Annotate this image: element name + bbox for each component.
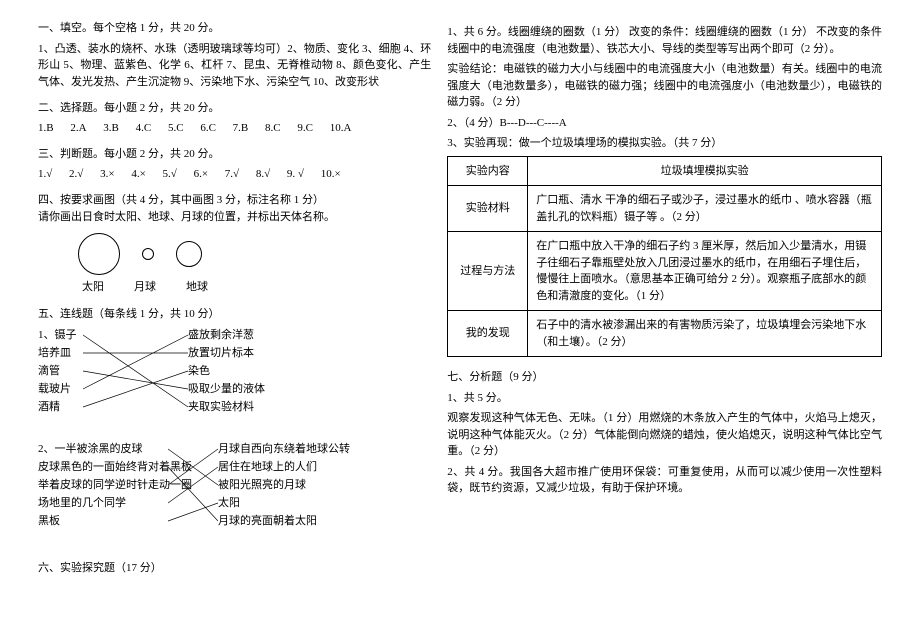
ans: 3.B [103, 120, 119, 137]
s5-title: 五、连线题（每条线 1 分，共 10 分） [38, 306, 431, 323]
section-2: 二、选择题。每小题 2 分，共 20 分。 1.B 2.A 3.B 4.C 5.… [38, 100, 431, 136]
s1-title: 一、填空。每个空格 1 分，共 20 分。 [38, 20, 431, 37]
right-column: 1、共 6 分。线圈缠绕的圈数（1 分） 改变的条件：线圈缠绕的圈数（1 分） … [439, 20, 890, 617]
ans: 3.× [100, 166, 114, 183]
r2: 2、（4 分）B---D---C----A [447, 115, 882, 132]
table-row: 实验材料 广口瓶、清水 干净的细石子或沙子，浸过墨水的纸巾 、喷水容器（瓶盖扎孔… [448, 186, 882, 232]
cell: 石子中的清水被渗漏出来的有害物质污染了，垃圾填埋会污染地下水（和土壤）。（2 分… [528, 311, 882, 357]
circle-labels: 太阳 月球 地球 [82, 279, 431, 296]
section-5: 五、连线题（每条线 1 分，共 10 分） 1、镊子 培养皿 滴管 载玻片 酒精… [38, 306, 431, 551]
m1-r: 放置切片标本 [188, 344, 265, 362]
cell: 实验内容 [448, 156, 528, 186]
cell: 我的发现 [448, 311, 528, 357]
match-lines-1 [83, 326, 188, 436]
m1-left: 1、镊子 培养皿 滴管 载玻片 酒精 [38, 326, 77, 416]
ans: 2.A [70, 120, 86, 137]
label-earth: 地球 [186, 279, 208, 296]
s3-answers: 1.√ 2.√ 3.× 4.× 5.√ 6.× 7.√ 8.√ 9. √ 10.… [38, 166, 431, 183]
m1-l: 滴管 [38, 362, 77, 380]
ans: 10.× [321, 166, 341, 183]
ans: 2.√ [69, 166, 83, 183]
m1-r: 夹取实验材料 [188, 398, 265, 416]
circles-diagram [78, 233, 431, 275]
m2-r: 居住在地球上的人们 [218, 458, 350, 476]
cell: 在广口瓶中放入干净的细石子约 3 厘米厚，然后加入少量清水，用镊子往细石子靠瓶壁… [528, 232, 882, 311]
match-lines-2 [168, 440, 218, 550]
label-sun: 太阳 [82, 279, 104, 296]
ans: 5.√ [163, 166, 177, 183]
r7a: 1、共 5 分。 [447, 390, 882, 407]
m2-r: 月球自西向东绕着地球公转 [218, 440, 350, 458]
m2-right: 月球自西向东绕着地球公转 居住在地球上的人们 被阳光照亮的月球 太阳 月球的亮面… [218, 440, 350, 530]
ans: 1.√ [38, 166, 52, 183]
m1-l: 酒精 [38, 398, 77, 416]
earth-circle [176, 241, 202, 267]
s7-title: 七、分析题（9 分） [447, 369, 882, 386]
s3-title: 三、判断题。每小题 2 分，共 20 分。 [38, 146, 431, 163]
section-3: 三、判断题。每小题 2 分，共 20 分。 1.√ 2.√ 3.× 4.× 5.… [38, 146, 431, 182]
s6-title: 六、实验探究题（17 分） [38, 560, 431, 577]
experiment-table: 实验内容 垃圾填埋模拟实验 实验材料 广口瓶、清水 干净的细石子或沙子，浸过墨水… [447, 156, 882, 358]
ans: 1.B [38, 120, 54, 137]
ans: 7.B [233, 120, 249, 137]
table-row: 过程与方法 在广口瓶中放入干净的细石子约 3 厘米厚，然后加入少量清水，用镊子往… [448, 232, 882, 311]
m2-r: 月球的亮面朝着太阳 [218, 512, 350, 530]
r7b: 观察发现这种气体无色、无味。（1 分）用燃烧的木条放入产生的气体中，火焰马上熄灭… [447, 410, 882, 460]
ans: 10.A [330, 120, 352, 137]
m1-r: 吸取少量的液体 [188, 380, 265, 398]
cell: 广口瓶、清水 干净的细石子或沙子，浸过墨水的纸巾 、喷水容器（瓶盖扎孔的饮料瓶）… [528, 186, 882, 232]
moon-circle [142, 248, 154, 260]
cell: 过程与方法 [448, 232, 528, 311]
r3: 3、实验再现：做一个垃圾填埋场的模拟实验。（共 7 分） [447, 135, 882, 152]
ans: 6.C [200, 120, 216, 137]
table-row: 我的发现 石子中的清水被渗漏出来的有害物质污染了，垃圾填埋会污染地下水（和土壤）… [448, 311, 882, 357]
ans: 4.× [131, 166, 145, 183]
sun-circle [78, 233, 120, 275]
ans: 9.C [297, 120, 313, 137]
r1b: 实验结论：电磁铁的磁力大小与线圈中的电流强度大小（电池数量）有关。线圈中的电流强… [447, 61, 882, 111]
section-4: 四、按要求画图（共 4 分，其中画图 3 分，标注名称 1 分） 请你画出日食时… [38, 192, 431, 296]
ans: 4.C [136, 120, 152, 137]
m2-r: 被阳光照亮的月球 [218, 476, 350, 494]
ans: 6.× [194, 166, 208, 183]
r1: 1、共 6 分。线圈缠绕的圈数（1 分） 改变的条件：线圈缠绕的圈数（1 分） … [447, 24, 882, 57]
m1-l: 培养皿 [38, 344, 77, 362]
s2-answers: 1.B 2.A 3.B 4.C 5.C 6.C 7.B 8.C 9.C 10.A [38, 120, 431, 137]
cell: 实验材料 [448, 186, 528, 232]
left-column: 一、填空。每个空格 1 分，共 20 分。 1、凸透、装水的烧杯、水珠（透明玻璃… [30, 20, 439, 617]
m1-l: 1、镊子 [38, 326, 77, 344]
ans: 9. √ [287, 166, 304, 183]
m1-l: 载玻片 [38, 380, 77, 398]
ans: 7.√ [225, 166, 239, 183]
ans: 8.C [265, 120, 281, 137]
r7c: 2、共 4 分。我国各大超市推广使用环保袋：可重复使用，从而可以减少使用一次性塑… [447, 464, 882, 497]
section-1: 一、填空。每个空格 1 分，共 20 分。 1、凸透、装水的烧杯、水珠（透明玻璃… [38, 20, 431, 90]
s4-title: 四、按要求画图（共 4 分，其中画图 3 分，标注名称 1 分） [38, 192, 431, 209]
ans: 5.C [168, 120, 184, 137]
s1-body: 1、凸透、装水的烧杯、水珠（透明玻璃球等均可）2、物质、变化 3、细胞 4、环形… [38, 41, 431, 91]
s4-sub: 请你画出日食时太阳、地球、月球的位置，并标出天体名称。 [38, 209, 431, 226]
section-7: 七、分析题（9 分） 1、共 5 分。 观察发现这种气体无色、无味。（1 分）用… [447, 369, 882, 497]
match-box-1: 1、镊子 培养皿 滴管 载玻片 酒精 盛放剩余洋葱 放置切片标本 染色 吸取少量… [38, 326, 431, 436]
m1-right: 盛放剩余洋葱 放置切片标本 染色 吸取少量的液体 夹取实验材料 [188, 326, 265, 416]
m1-r: 盛放剩余洋葱 [188, 326, 265, 344]
m2-r: 太阳 [218, 494, 350, 512]
table-row: 实验内容 垃圾填埋模拟实验 [448, 156, 882, 186]
match-box-2: 2、一半被涂黑的皮球 皮球黑色的一面始终背对着黑板 举着皮球的同学逆时针走动一圈… [38, 440, 431, 550]
cell: 垃圾填埋模拟实验 [528, 156, 882, 186]
m1-r: 染色 [188, 362, 265, 380]
s2-title: 二、选择题。每小题 2 分，共 20 分。 [38, 100, 431, 117]
label-moon: 月球 [134, 279, 156, 296]
ans: 8.√ [256, 166, 270, 183]
